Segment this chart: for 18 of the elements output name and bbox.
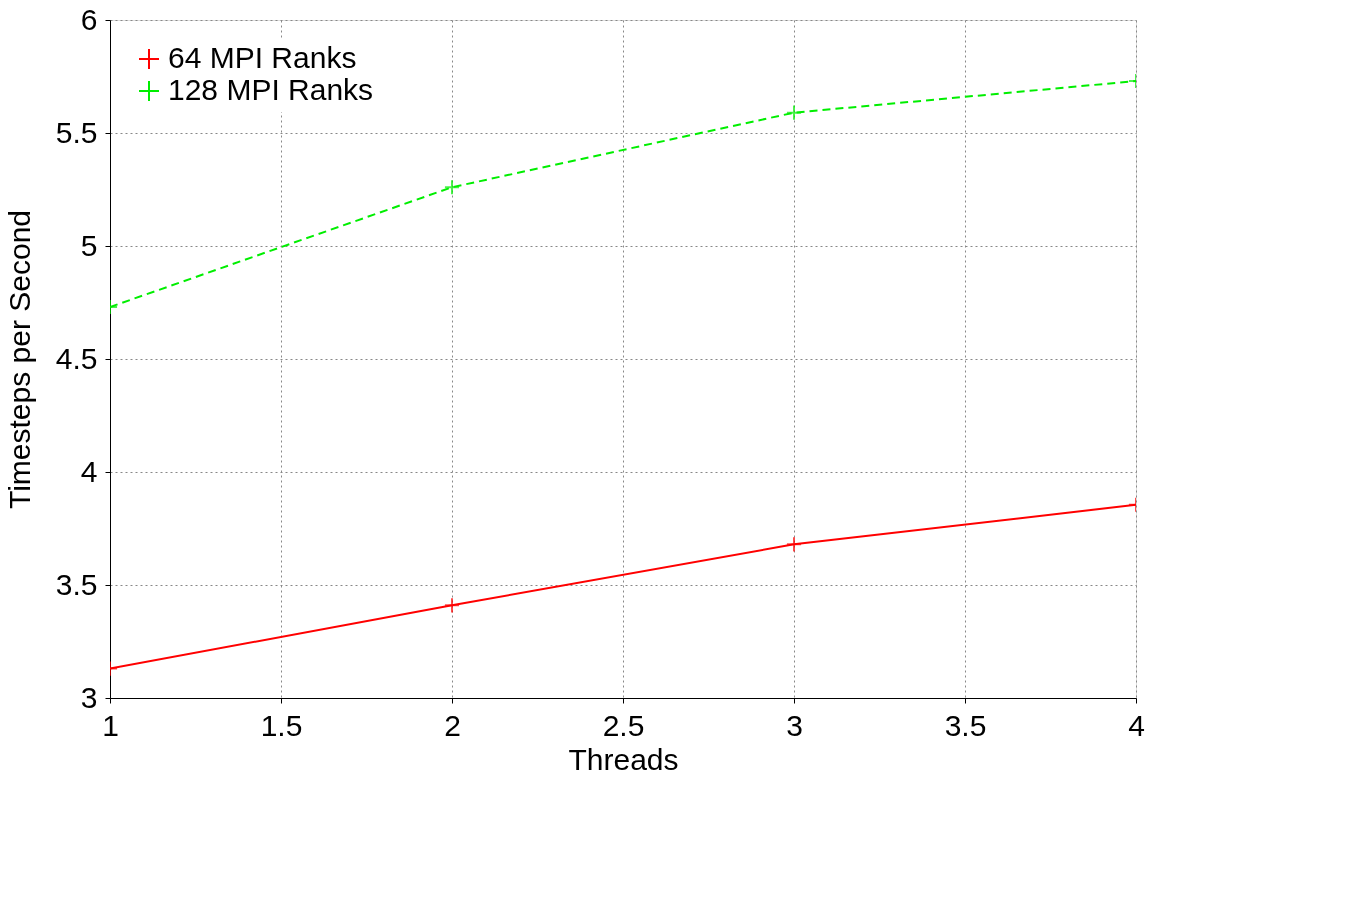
x-tick-label: 4: [1128, 708, 1145, 742]
x-tick-label: 3.5: [944, 708, 987, 742]
legend-label: 64 MPI Ranks: [168, 41, 357, 74]
y-tick-label: 6: [80, 2, 98, 36]
y-tick-label: 5.5: [55, 115, 98, 149]
legend-label: 128 MPI Ranks: [168, 73, 374, 106]
y-tick-label: 5: [80, 228, 98, 262]
y-tick-label: 4: [80, 454, 98, 488]
y-tick-label: 4.5: [55, 341, 98, 375]
x-tick-label: 1: [102, 708, 119, 742]
y-tick-label: 3: [80, 680, 98, 714]
y-tick-label: 3.5: [55, 567, 98, 601]
x-axis-title: Threads: [568, 742, 679, 776]
x-tick-label: 3: [786, 708, 803, 742]
x-tick-label: 2: [444, 708, 461, 742]
y-axis-title: Timesteps per Second: [2, 209, 36, 510]
x-tick-label: 2.5: [602, 708, 645, 742]
x-tick-label: 1.5: [260, 708, 303, 742]
